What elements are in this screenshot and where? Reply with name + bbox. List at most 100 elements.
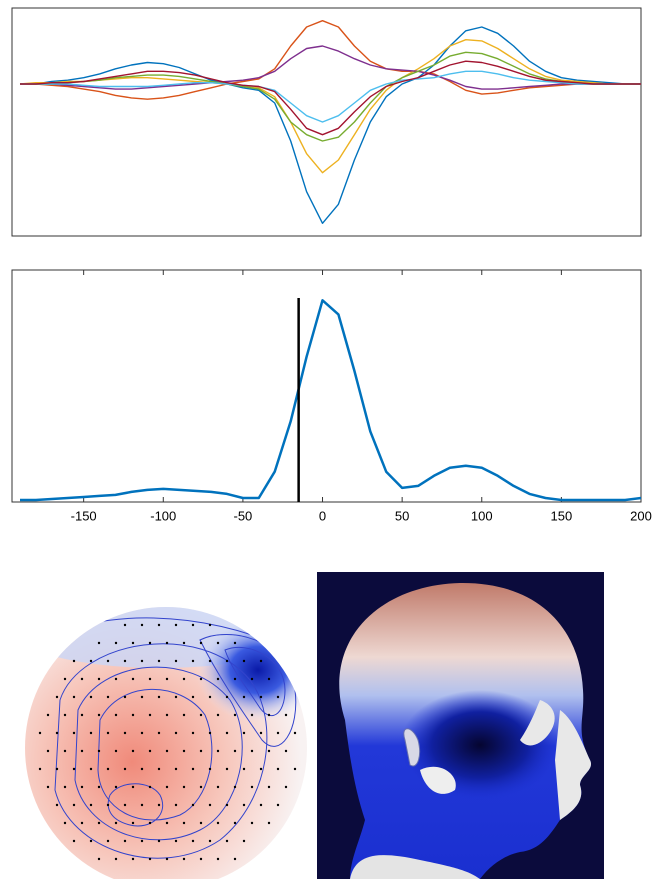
electrode: [276, 731, 280, 735]
electrode: [233, 677, 237, 681]
electrode: [182, 857, 186, 861]
electrode: [114, 677, 118, 681]
electrode: [191, 731, 195, 735]
x-tick-label: -100: [150, 508, 176, 523]
line-series: [20, 45, 641, 90]
electrode: [225, 695, 229, 699]
electrode: [63, 821, 67, 825]
electrode: [242, 659, 246, 663]
butterfly-frame: [11, 7, 642, 237]
electrode: [157, 767, 161, 771]
electrode: [216, 713, 220, 717]
electrode: [72, 695, 76, 699]
electrode: [267, 713, 271, 717]
electrode: [182, 677, 186, 681]
contour: [199, 633, 297, 747]
contour: [97, 688, 213, 821]
electrode: [165, 641, 169, 645]
line-series: [20, 299, 642, 502]
line-series: [20, 20, 641, 100]
face-white: [555, 710, 592, 820]
electrode: [55, 731, 59, 735]
electrode: [80, 749, 84, 753]
electrode: [106, 695, 110, 699]
electrode: [259, 803, 263, 807]
electrode: [148, 821, 152, 825]
electrode: [55, 803, 59, 807]
electrode: [250, 785, 254, 789]
electrode: [267, 749, 271, 753]
electrode: [250, 821, 254, 825]
x-tick-label: 50: [395, 508, 409, 523]
dark-region: [400, 690, 560, 800]
electrode: [199, 821, 203, 825]
electrode: [284, 749, 288, 753]
electrode: [174, 731, 178, 735]
electrode: [123, 731, 127, 735]
ear: [403, 728, 421, 767]
electrode: [174, 803, 178, 807]
electrode: [80, 821, 84, 825]
electrode: [97, 785, 101, 789]
electrode: [46, 785, 50, 789]
electrodes: [38, 623, 297, 861]
electrode: [267, 821, 271, 825]
electrode: [276, 803, 280, 807]
electrode: [216, 785, 220, 789]
electrode: [182, 749, 186, 753]
electrode: [250, 677, 254, 681]
electrode: [259, 659, 263, 663]
electrode: [89, 731, 93, 735]
electrode: [191, 695, 195, 699]
electrode: [182, 821, 186, 825]
electrode: [89, 767, 93, 771]
x-tick-label: 200: [630, 508, 652, 523]
electrode: [199, 713, 203, 717]
electrode: [46, 749, 50, 753]
electrode: [148, 785, 152, 789]
electrode: [131, 785, 135, 789]
electrode: [208, 803, 212, 807]
electrode: [148, 641, 152, 645]
electrode: [250, 713, 254, 717]
electrode: [216, 821, 220, 825]
electrode: [293, 767, 297, 771]
x-tick-label: 100: [471, 508, 493, 523]
electrode: [131, 677, 135, 681]
face-white: [520, 700, 555, 746]
electrode: [63, 713, 67, 717]
electrode: [165, 785, 169, 789]
electrode: [216, 677, 220, 681]
electrode: [174, 839, 178, 843]
electrode: [284, 713, 288, 717]
electrode: [97, 713, 101, 717]
electrode: [182, 641, 186, 645]
electrode: [97, 677, 101, 681]
electrode: [208, 623, 212, 627]
electrode: [80, 713, 84, 717]
electrode: [114, 821, 118, 825]
electrode: [276, 695, 280, 699]
electrode: [38, 731, 42, 735]
electrode: [233, 713, 237, 717]
electrode: [123, 767, 127, 771]
electrode: [191, 623, 195, 627]
electrode: [242, 731, 246, 735]
electrode: [208, 695, 212, 699]
electrode: [140, 803, 144, 807]
electrode: [165, 857, 169, 861]
electrode: [106, 731, 110, 735]
contour: [74, 666, 243, 841]
electrode: [259, 767, 263, 771]
contour: [54, 643, 268, 859]
electrode: [276, 767, 280, 771]
electrode: [199, 785, 203, 789]
electrode: [233, 821, 237, 825]
electrode: [72, 731, 76, 735]
electrode: [157, 803, 161, 807]
electrode: [123, 659, 127, 663]
electrode: [208, 839, 212, 843]
electrode: [89, 659, 93, 663]
electrode: [123, 695, 127, 699]
